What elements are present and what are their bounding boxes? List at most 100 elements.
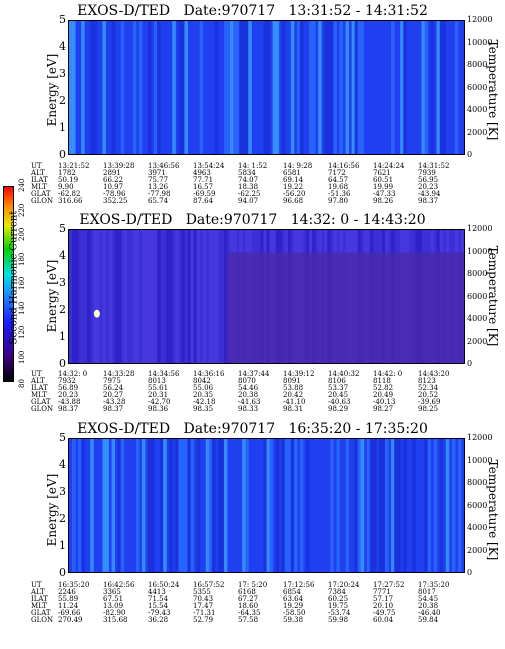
orbit-cell: 8091	[283, 377, 301, 385]
heatmap-column	[391, 21, 395, 154]
heatmap-column	[299, 439, 304, 572]
heatmap-column	[266, 21, 271, 154]
ytick-right-label: 6000	[467, 500, 488, 510]
orbit-cell: 20.23	[58, 391, 79, 399]
orbit-cell: -79.43	[148, 609, 171, 617]
heatmap-column	[187, 230, 192, 363]
heatmap-column	[205, 439, 210, 572]
orbit-row-label: UT	[31, 370, 42, 378]
orbit-cell: 75.77	[148, 176, 169, 184]
orbit-row-label: ILAT	[31, 384, 48, 392]
orbit-row: GLAT -62.82 -78.96 -77.98 -69.59 -62.25 -56.20…	[31, 191, 463, 198]
orbit-cell: 2246	[58, 588, 76, 596]
heatmap-column	[208, 230, 213, 363]
heatmap-column	[357, 21, 362, 154]
heatmap-column	[184, 439, 188, 572]
colorbar-label: Second Harmonic Current	[8, 210, 20, 345]
orbit-cell: -41.63	[238, 398, 261, 406]
ytick-right-label: 4000	[467, 523, 488, 532]
heatmap-column	[360, 21, 365, 154]
orbit-cell: 14: 1:52	[238, 162, 268, 170]
ytick-right-label: 8000	[467, 269, 488, 278]
heatmap-column	[175, 439, 179, 572]
orbit-cell: 20.45	[328, 391, 349, 399]
orbit-cell: 13:46:56	[148, 162, 180, 170]
orbit-cell: 77.71	[193, 176, 214, 184]
orbit-cell: 20.23	[418, 183, 439, 191]
orbit-cell: 14:36:16	[193, 370, 225, 378]
orbit-cell: -42.70	[148, 398, 171, 406]
orbit-cell: 97.80	[328, 197, 349, 205]
orbit-row-label: GLAT	[31, 190, 51, 198]
heatmap-column	[436, 21, 441, 154]
orbit-cell: -51.36	[328, 190, 351, 198]
orbit-cell: -42.18	[193, 398, 216, 406]
heatmap-column	[135, 230, 140, 363]
orbit-cell: 20.49	[373, 391, 394, 399]
orbit-cell: 5355	[193, 588, 211, 596]
heatmap-column	[451, 439, 456, 572]
heatmap-column	[397, 439, 401, 572]
orbit-cell: -77.98	[148, 190, 171, 198]
ytick-right-label: 8000	[467, 60, 488, 69]
orbit-row-label: UT	[31, 581, 42, 589]
orbit-cell: 19.68	[328, 183, 349, 191]
heatmap-column	[178, 21, 182, 154]
orbit-cell: 6854	[283, 588, 301, 596]
heatmap-column	[284, 439, 289, 572]
heatmap-column	[424, 439, 429, 572]
orbit-cell: 17:35:20	[418, 581, 450, 589]
ytick-label: 3	[59, 485, 66, 498]
orbit-cell: 10.97	[103, 183, 124, 191]
orbit-cell: 13.26	[148, 183, 169, 191]
heatmap-column	[339, 21, 343, 154]
heatmap-column	[214, 21, 219, 154]
orbit-cell: 70.43	[193, 595, 214, 603]
orbit-cell: -47.33	[373, 190, 396, 198]
heatmap-column	[181, 230, 185, 363]
orbit-cell: 6581	[283, 169, 301, 177]
orbit-row: MLT 11.24 13.09 15.54 17.47 18.60 19.29 19.75 20…	[31, 603, 463, 610]
heatmap-column	[245, 21, 249, 154]
panel-1-title: EXOS-D/TED Date:970717 13:31:52 - 14:31:…	[77, 3, 428, 19]
panel-2-heatmap	[68, 229, 465, 364]
orbit-cell: 14:40:32	[328, 370, 360, 378]
orbit-cell: 14: 9:28	[283, 162, 313, 170]
panel-1-ylabel-right: Temperature [K]	[486, 39, 500, 141]
heatmap-column	[72, 21, 76, 154]
heatmap-column	[87, 230, 91, 363]
heatmap-column	[272, 21, 277, 154]
ytick-label: 3	[59, 67, 66, 80]
heatmap-column	[433, 439, 438, 572]
heatmap-column	[72, 230, 76, 363]
orbit-cell: 56.95	[418, 176, 439, 184]
orbit-cell: 67.51	[103, 595, 124, 603]
heatmap-column	[72, 439, 76, 572]
orbit-cell: 14:43:20	[418, 370, 450, 378]
heatmap-column	[211, 230, 216, 363]
panel-2-ylabel: Energy [eV]	[45, 259, 59, 333]
orbit-cell: 56.89	[58, 384, 79, 392]
orbit-cell: 7939	[418, 169, 436, 177]
heatmap-column	[187, 439, 192, 572]
heatmap-column	[178, 439, 182, 572]
orbit-cell: 13:39:28	[103, 162, 135, 170]
ytick-right-label: 0	[467, 568, 473, 577]
orbit-cell: 1782	[58, 169, 76, 177]
orbit-cell: 71.54	[148, 595, 169, 603]
heatmap-column	[190, 439, 195, 572]
heatmap-column	[245, 439, 249, 572]
orbit-cell: 20.27	[103, 391, 124, 399]
orbit-row: GLAT -43.88 -43.28 -42.70 -42.18 -41.63 -41.10…	[31, 399, 463, 406]
heatmap-column	[457, 439, 462, 572]
heatmap-column	[454, 21, 459, 154]
orbit-cell: 36.28	[148, 616, 169, 624]
panel-2-orbit-table: UT 14:32: 0 14:33:28 14:34:56 14:36:16 14:37:…	[31, 371, 463, 413]
orbit-row: GLON 316.66 352.25 65.74 87.64 94.07 96.68 97.8…	[31, 198, 463, 205]
colorbar-tick: 240	[18, 178, 26, 192]
orbit-row: ILAT 50.19 66.22 75.77 77.71 74.07 69.14 64.57 6…	[31, 177, 463, 184]
orbit-cell: 7621	[373, 169, 391, 177]
heatmap-column	[169, 439, 173, 572]
heatmap-column	[132, 230, 137, 363]
heatmap-column	[202, 230, 207, 363]
